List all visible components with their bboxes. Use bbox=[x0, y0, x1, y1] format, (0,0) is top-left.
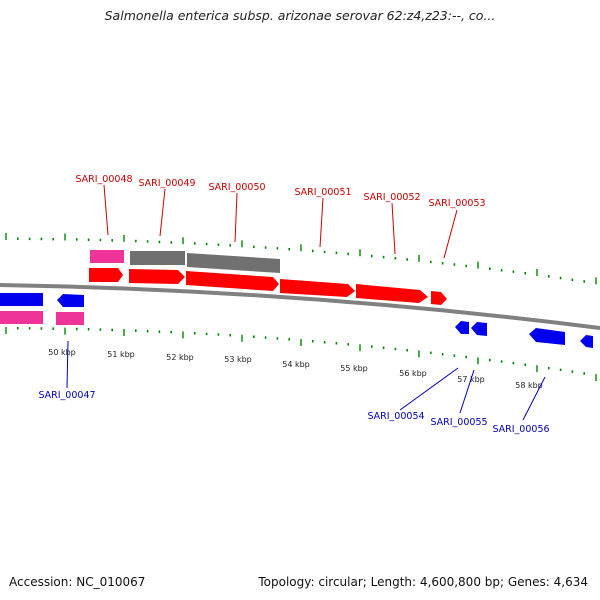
kbp-label: 56 kbp bbox=[399, 369, 427, 378]
kbp-label: 52 kbp bbox=[166, 353, 194, 362]
gene-label[interactable]: SARI_00054 bbox=[367, 411, 424, 422]
reverse-cds-arrow[interactable] bbox=[57, 294, 84, 307]
map-title: Salmonella enterica subsp. arizonae sero… bbox=[104, 8, 496, 23]
other-feature[interactable] bbox=[187, 253, 280, 273]
gene-label[interactable]: SARI_00048 bbox=[75, 174, 132, 185]
gene-label[interactable]: SARI_00050 bbox=[208, 182, 265, 193]
reverse-rna-feature[interactable] bbox=[56, 312, 84, 325]
reverse-cds-arrow[interactable] bbox=[471, 322, 487, 336]
label-leader bbox=[522, 376, 546, 421]
forward-cds-arrow[interactable] bbox=[431, 291, 447, 305]
gene-label[interactable]: SARI_00051 bbox=[294, 187, 351, 198]
reverse-cds-feature[interactable] bbox=[0, 293, 43, 306]
accession-text: Accession: NC_010067 bbox=[9, 575, 146, 589]
inner-tick-ring bbox=[5, 327, 597, 382]
kbp-label: 53 kbp bbox=[224, 355, 252, 364]
label-leader bbox=[399, 367, 459, 411]
label-leader bbox=[459, 369, 475, 414]
gene-label[interactable]: SARI_00049 bbox=[138, 178, 195, 189]
label-leader bbox=[159, 188, 166, 237]
reverse-gene-labels: SARI_00047 SARI_00054 SARI_00055 SARI_00… bbox=[38, 340, 550, 435]
gene-label[interactable]: SARI_00053 bbox=[428, 198, 485, 209]
forward-cds-arrow[interactable] bbox=[186, 271, 279, 291]
genome-backbone bbox=[0, 283, 600, 330]
gene-label[interactable]: SARI_00052 bbox=[363, 192, 420, 203]
gene-label[interactable]: SARI_00047 bbox=[38, 390, 95, 401]
forward-rna-feature[interactable] bbox=[90, 250, 124, 263]
kbp-label: 51 kbp bbox=[107, 350, 135, 359]
reverse-cds-arrow[interactable] bbox=[529, 328, 565, 345]
forward-cds-arrow[interactable] bbox=[356, 284, 428, 303]
label-leader bbox=[103, 184, 109, 236]
kbp-label: 54 kbp bbox=[282, 360, 310, 369]
kbp-scale-labels: 50 kbp 51 kbp 52 kbp 53 kbp 54 kbp 55 kb… bbox=[48, 348, 543, 390]
label-leader bbox=[391, 202, 396, 255]
forward-cds-arrow[interactable] bbox=[129, 269, 185, 284]
gene-label[interactable]: SARI_00056 bbox=[492, 424, 549, 435]
forward-cds-arrow[interactable] bbox=[89, 268, 123, 282]
kbp-label: 50 kbp bbox=[48, 348, 76, 357]
label-leader bbox=[66, 340, 69, 389]
kbp-label: 58 kbp bbox=[515, 381, 543, 390]
topology-summary: Topology: circular; Length: 4,600,800 bp… bbox=[258, 575, 588, 589]
reverse-cds-arrow[interactable] bbox=[455, 321, 469, 334]
reverse-cds-arrow[interactable] bbox=[580, 335, 593, 348]
reverse-rna-feature[interactable] bbox=[0, 311, 43, 324]
forward-strand-features bbox=[89, 250, 447, 305]
forward-gene-labels: SARI_00048 SARI_00049 SARI_00050 SARI_00… bbox=[75, 174, 486, 259]
forward-cds-arrow[interactable] bbox=[280, 279, 355, 297]
label-leader bbox=[319, 197, 324, 248]
kbp-label: 55 kbp bbox=[340, 364, 368, 373]
gene-label[interactable]: SARI_00055 bbox=[430, 417, 487, 428]
label-leader bbox=[443, 209, 458, 259]
reverse-strand-features bbox=[0, 293, 593, 348]
other-feature[interactable] bbox=[130, 251, 185, 265]
label-leader bbox=[234, 192, 238, 243]
outer-tick-ring bbox=[5, 233, 597, 285]
